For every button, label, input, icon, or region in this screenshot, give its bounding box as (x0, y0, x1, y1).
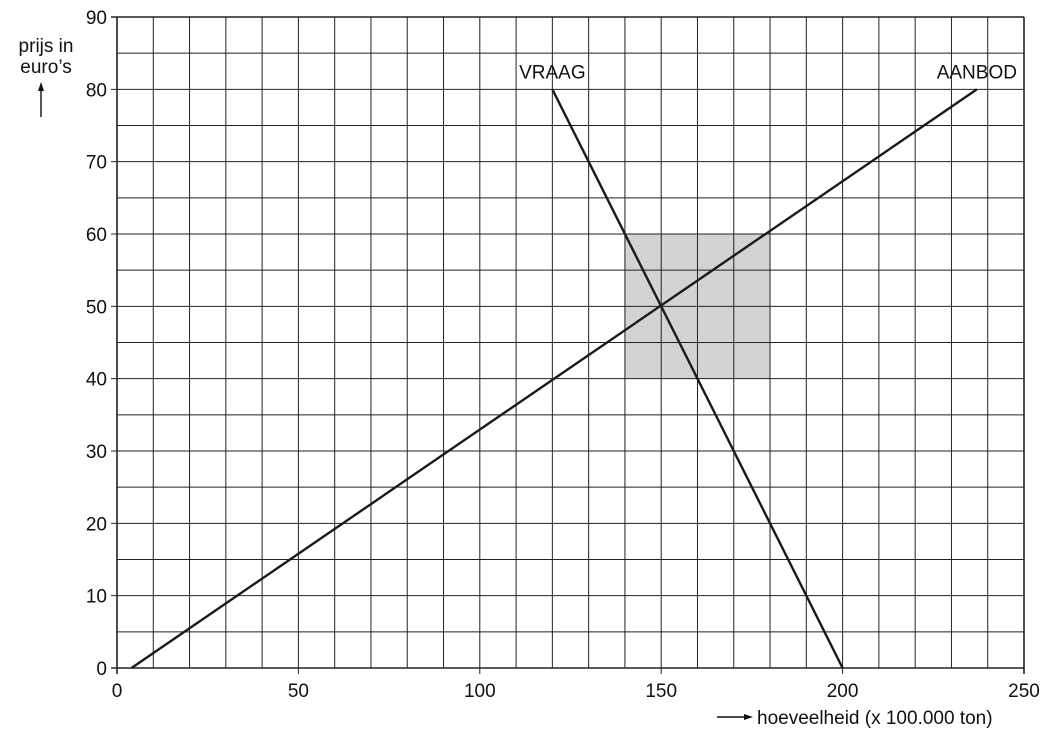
y-tick-label: 20 (86, 514, 107, 535)
y-axis-title-line1: prijs in (19, 36, 74, 57)
y-tick-label: 50 (86, 297, 107, 318)
y-tick-label: 10 (86, 587, 107, 608)
x-tick-label: 200 (827, 681, 859, 702)
x-axis-arrow-icon (717, 714, 753, 720)
y-tick-label: 90 (86, 8, 107, 29)
series-group: VRAAG AANBOD (130, 62, 1017, 669)
series-line-aanbod (130, 88, 978, 669)
y-tick-label: 0 (96, 659, 107, 680)
x-tick-label: 250 (1008, 681, 1040, 702)
series-label-vraag: VRAAG (519, 62, 586, 83)
x-tick-label: 100 (464, 681, 496, 702)
x-tick-label: 0 (112, 681, 123, 702)
y-axis-arrow-icon (38, 82, 44, 117)
y-tick-label: 80 (86, 80, 107, 101)
grid (111, 16, 1025, 674)
y-tick-label: 30 (86, 442, 107, 463)
x-tick-label: 50 (288, 681, 309, 702)
x-tick-label: 150 (645, 681, 677, 702)
y-tick-label: 40 (86, 370, 107, 391)
tick-labels: 0 50 100 150 200 250 0 10 20 30 40 50 60 70 80 90 (86, 8, 1040, 702)
y-tick-label: 70 (86, 153, 107, 174)
series-label-aanbod: AANBOD (937, 62, 1017, 83)
x-axis-title: hoeveelheid (x 100.000 ton) (757, 708, 993, 729)
y-tick-label: 60 (86, 225, 107, 246)
series-line-vraag (551, 88, 844, 669)
y-axis-title-line2: euro’s (20, 57, 71, 78)
